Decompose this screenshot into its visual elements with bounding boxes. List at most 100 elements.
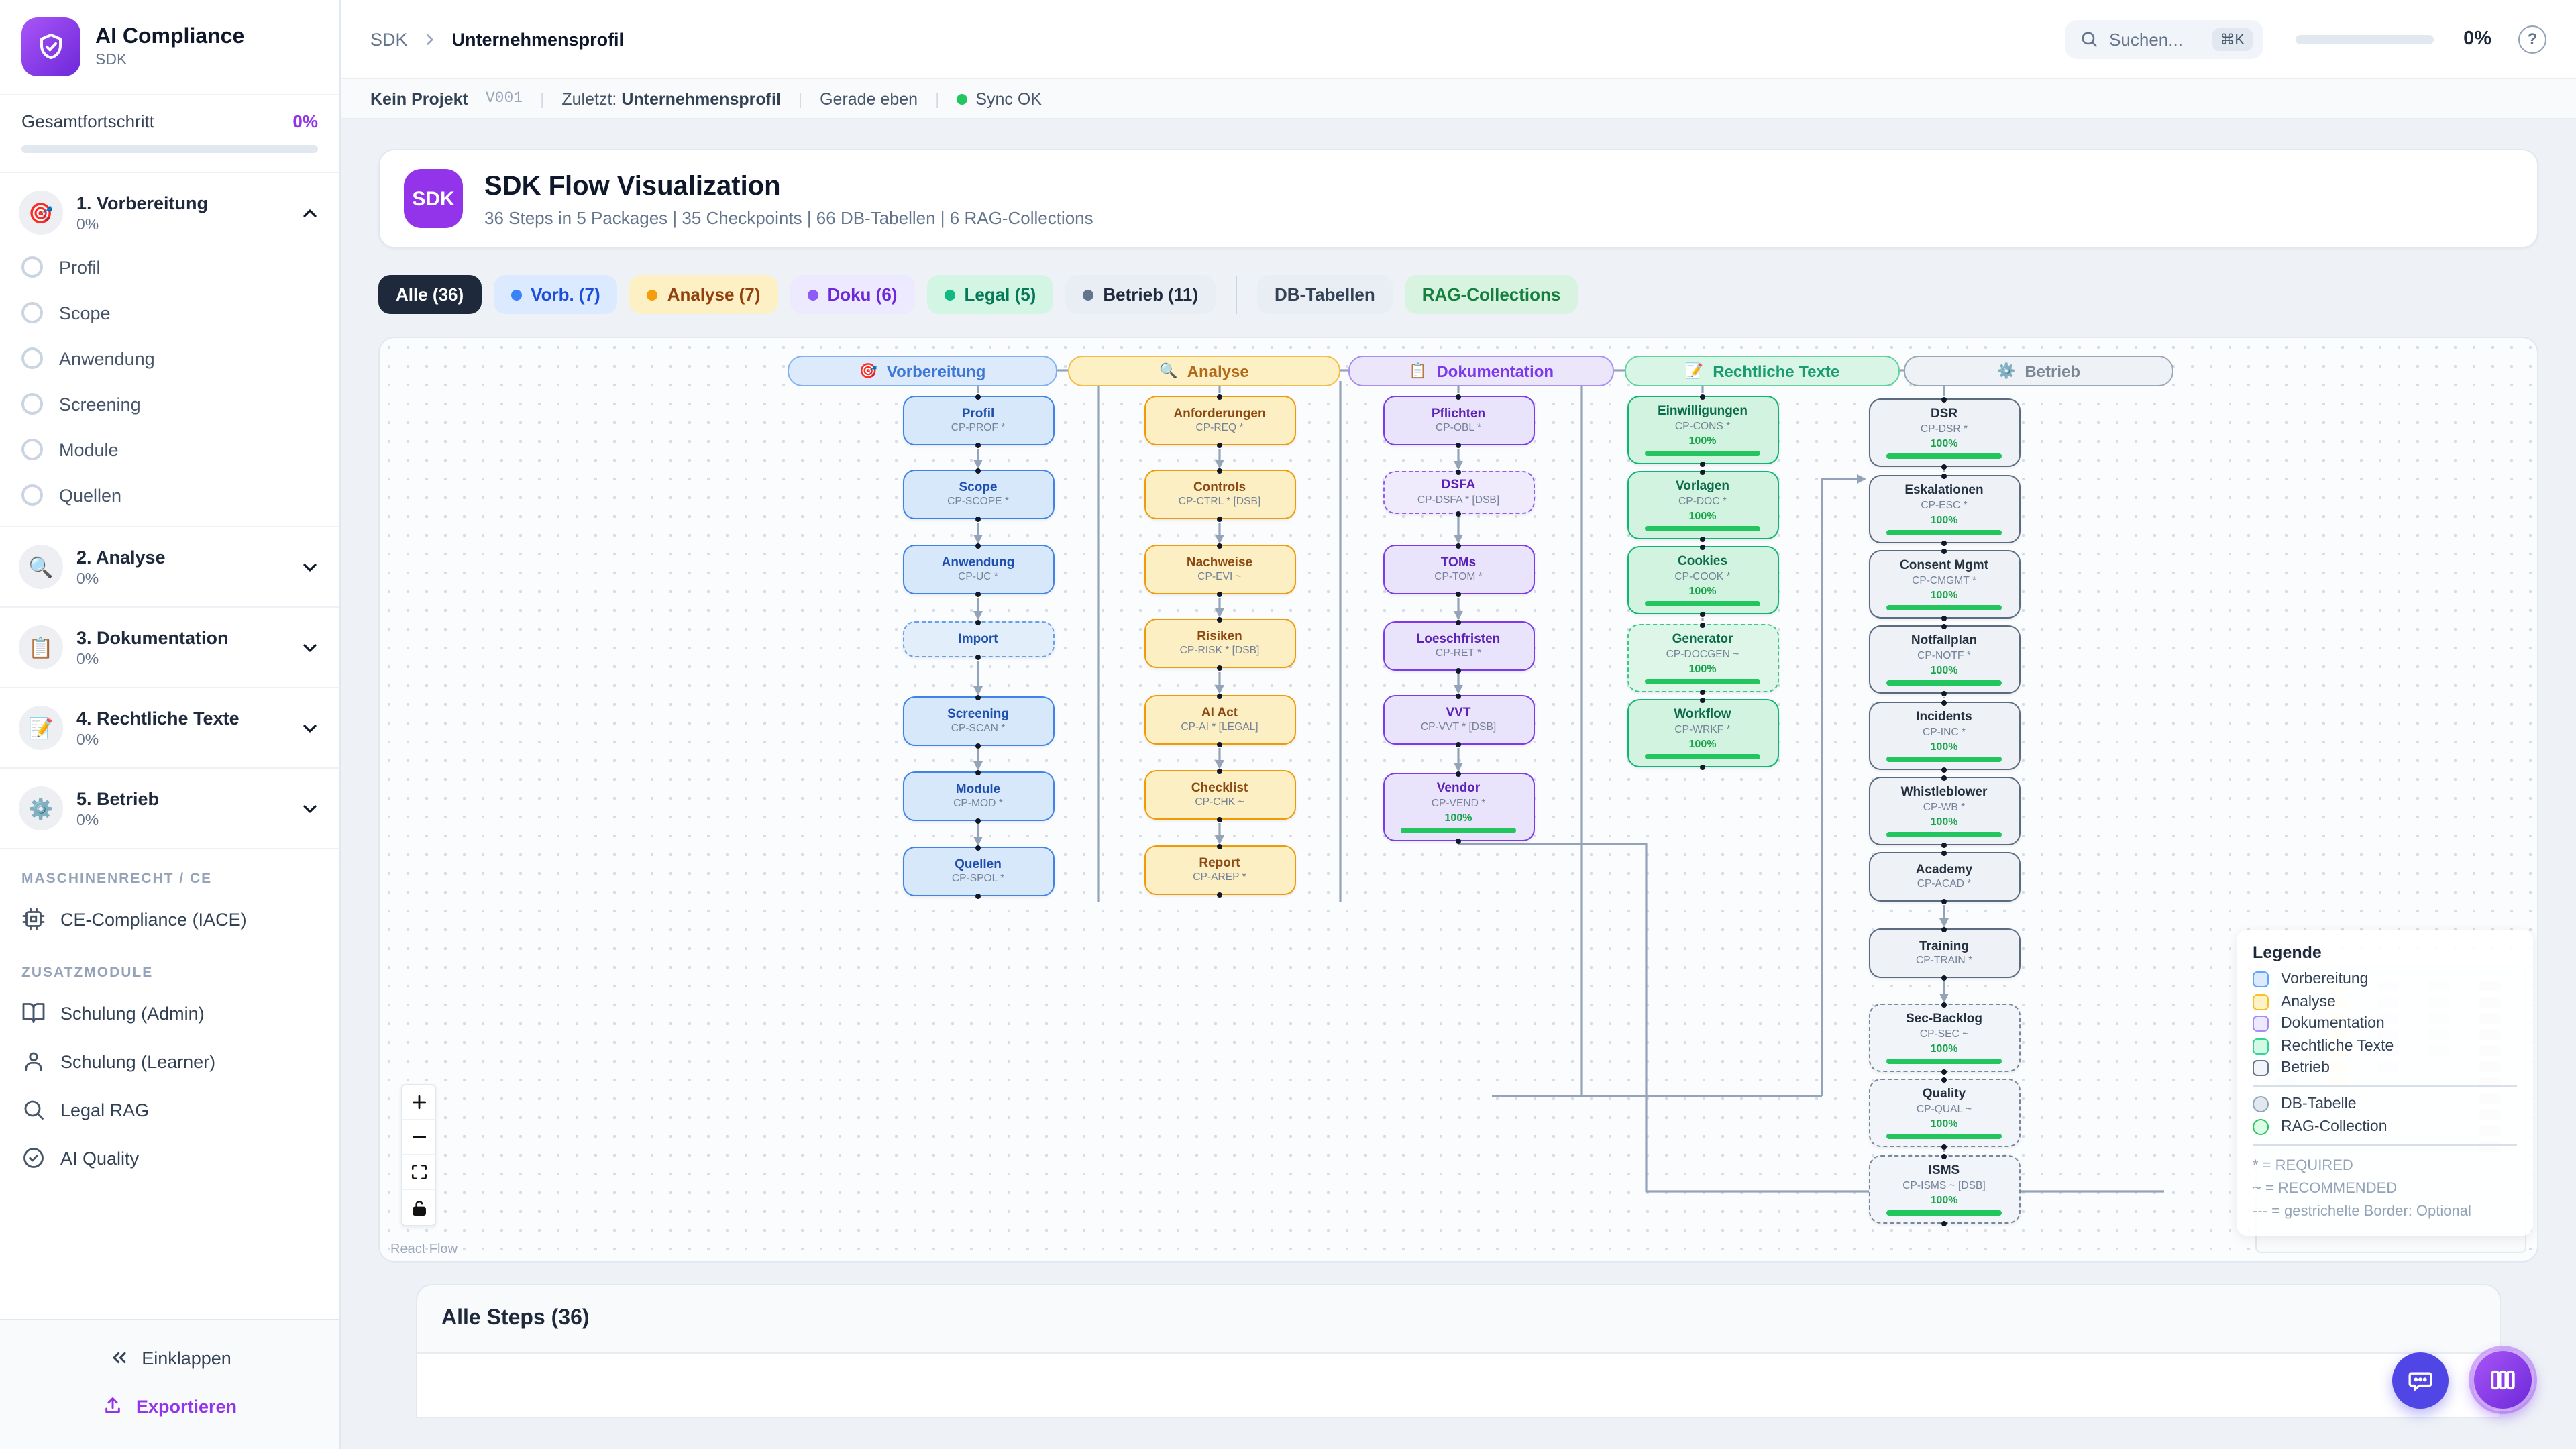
sidebar-item-schulung-admin[interactable]: Schulung (Admin)	[0, 989, 339, 1037]
header-progress-bar	[2296, 34, 2434, 44]
flow-node-report[interactable]: Report CP-AREP *	[1144, 843, 1295, 897]
legend-swatch-dokumentation	[2253, 1016, 2269, 1032]
sidebar-item-label: CE-Compliance (IACE)	[60, 909, 247, 929]
section-header-vorbereitung[interactable]: 🎯 1. Vorbereitung 0%	[0, 181, 339, 244]
flow-node-vorlagen[interactable]: Vorlagen CP-DOC * 100%	[1627, 469, 1778, 541]
filter-betrieb[interactable]: Betrieb (11)	[1065, 275, 1216, 314]
chevron-down-icon[interactable]	[299, 717, 321, 739]
clipboard-icon: 📋	[19, 625, 63, 669]
flow-node-incidents[interactable]: Incidents CP-INC * 100%	[1868, 700, 2020, 772]
sidebar-item-ai-quality[interactable]: AI Quality	[0, 1134, 339, 1182]
column-title: Betrieb	[2025, 362, 2081, 380]
flow-node-academy[interactable]: Academy CP-ACAD *	[1868, 850, 2020, 904]
sidebar-item-scope[interactable]: Scope	[0, 290, 339, 335]
section-header-rechtliche-texte[interactable]: 📝 4. Rechtliche Texte 0%	[0, 696, 339, 759]
flow-node-vendor[interactable]: Vendor CP-VEND * 100%	[1383, 771, 1534, 843]
flow-node-pflichten[interactable]: Pflichten CP-OBL *	[1383, 394, 1534, 447]
chevron-up-icon[interactable]	[299, 202, 321, 223]
chevron-down-icon[interactable]	[299, 637, 321, 658]
chat-fab-button[interactable]	[2392, 1352, 2449, 1409]
sidebar-item-module[interactable]: Module	[0, 427, 339, 472]
flow-column-header-doku[interactable]: 📋 Dokumentation	[1348, 356, 1614, 386]
flow-node-vvt[interactable]: VVT CP-VVT * [DSB]	[1383, 693, 1534, 747]
filter-db-tabellen[interactable]: DB-Tabellen	[1257, 275, 1393, 314]
lock-toggle-button[interactable]	[402, 1190, 435, 1225]
breadcrumb-root[interactable]: SDK	[370, 29, 408, 49]
betrieb-column-icon: ⚙️	[1996, 364, 2016, 380]
section-header-dokumentation[interactable]: 📋 3. Dokumentation 0%	[0, 616, 339, 679]
flow-node-quellen[interactable]: Quellen CP-SPOL *	[902, 845, 1054, 898]
search-icon	[2082, 32, 2097, 47]
flow-node-einwilligungen[interactable]: Einwilligungen CP-CONS * 100%	[1627, 394, 1778, 466]
flow-node-ai-act[interactable]: AI Act CP-AI * [LEGAL]	[1144, 693, 1295, 747]
sidebar-item-profil[interactable]: Profil	[0, 244, 339, 290]
filter-alle[interactable]: Alle (36)	[378, 275, 482, 314]
export-button[interactable]: Exportieren	[0, 1382, 339, 1430]
filter-doku[interactable]: Doku (6)	[790, 275, 915, 314]
filter-analyse[interactable]: Analyse (7)	[629, 275, 778, 314]
flow-node-sec-backlog[interactable]: Sec-Backlog CP-SEC ~100%	[1868, 1002, 2020, 1074]
chevron-down-icon[interactable]	[299, 556, 321, 578]
flow-node-workflow[interactable]: Workflow CP-WRKF * 100%	[1627, 697, 1778, 769]
flow-node-whistleblower[interactable]: Whistleblower CP-WB * 100%	[1868, 775, 2020, 847]
reactflow-attribution[interactable]: React Flow	[390, 1242, 458, 1257]
search-input[interactable]: Suchen... ⌘K	[2065, 19, 2264, 58]
overall-progress-value: 0%	[292, 111, 318, 131]
help-button[interactable]: ?	[2518, 25, 2546, 53]
flow-node-loeschfristen[interactable]: Loeschfristen CP-RET *	[1383, 619, 1534, 673]
sidebar-item-schulung-learner[interactable]: Schulung (Learner)	[0, 1037, 339, 1085]
section-title: 5. Betrieb	[76, 789, 160, 809]
sidebar-item-anwendung[interactable]: Anwendung	[0, 335, 339, 381]
flow-column-header-betrieb[interactable]: ⚙️ Betrieb	[1904, 356, 2174, 386]
zoom-in-button[interactable]	[402, 1085, 435, 1120]
flow-node-anforderungen[interactable]: Anforderungen CP-REQ *	[1144, 394, 1295, 447]
flow-node-import[interactable]: Import	[902, 619, 1054, 659]
flow-column-header-legal[interactable]: 📝 Rechtliche Texte	[1625, 356, 1900, 386]
flow-node-anwendung[interactable]: Anwendung CP-UC *	[902, 543, 1054, 596]
flow-node-risiken[interactable]: Risiken CP-RISK * [DSB]	[1144, 616, 1295, 670]
steps-panel: Alle Steps (36)	[416, 1284, 2501, 1418]
section-rechtliche-texte: 📝 4. Rechtliche Texte 0%	[0, 688, 339, 769]
flow-column-header-vorb[interactable]: 🎯 Vorbereitung	[788, 356, 1057, 386]
flow-node-consent-mgmt[interactable]: Consent Mgmt CP-CMGMT * 100%	[1868, 548, 2020, 621]
section-title: 2. Analyse	[76, 547, 166, 568]
flow-node-quality[interactable]: Quality CP-QUAL ~100%	[1868, 1077, 2020, 1149]
flow-node-notfallplan[interactable]: Notfallplan CP-NOTF * 100%	[1868, 623, 2020, 696]
flow-node-screening[interactable]: Screening CP-SCAN *	[902, 694, 1054, 748]
sidebar-item-legal-rag[interactable]: Legal RAG	[0, 1085, 339, 1134]
check-circle-icon	[23, 1148, 44, 1168]
flow-node-isms[interactable]: ISMS CP-ISMS ~ [DSB] 100%	[1868, 1153, 2020, 1226]
filter-vorbereitung[interactable]: Vorb. (7)	[493, 275, 618, 314]
flow-node-scope[interactable]: Scope CP-SCOPE *	[902, 468, 1054, 521]
flow-node-cookies[interactable]: Cookies CP-COOK * 100%	[1627, 544, 1778, 616]
flow-node-controls[interactable]: Controls CP-CTRL * [DSB]	[1144, 468, 1295, 521]
book-icon	[22, 1003, 45, 1023]
flow-node-checklist[interactable]: Checklist CP-CHK ~	[1144, 768, 1295, 822]
flow-node-nachweise[interactable]: Nachweise CP-EVI ~	[1144, 543, 1295, 596]
fit-view-button[interactable]	[402, 1155, 435, 1190]
section-percent: 0%	[76, 572, 99, 588]
filter-rag-collections[interactable]: RAG-Collections	[1404, 275, 1578, 314]
flow-node-eskalationen[interactable]: Eskalationen CP-ESC * 100%	[1868, 473, 2020, 545]
board-view-fab-button[interactable]	[2471, 1348, 2534, 1411]
flow-node-profil[interactable]: Profil CP-PROF *	[902, 394, 1054, 447]
collapse-sidebar-button[interactable]: Einklappen	[0, 1334, 339, 1382]
flow-node-dsfa[interactable]: DSFA CP-DSFA * [DSB]	[1383, 469, 1534, 516]
flow-node-dsr[interactable]: DSR CP-DSR * 100%	[1868, 396, 2020, 469]
flow-node-toms[interactable]: TOMs CP-TOM *	[1383, 543, 1534, 596]
flow-column-header-analyse[interactable]: 🔍 Analyse	[1068, 356, 1340, 386]
steps-panel-row[interactable]	[417, 1352, 2500, 1417]
sidebar-item-ce-compliance[interactable]: CE-Compliance (IACE)	[0, 895, 339, 943]
flow-canvas[interactable]: 🎯 Vorbereitung Profil CP-PROF * Scope CP-SCOP…	[378, 337, 2538, 1263]
flow-node-training[interactable]: Training CP-TRAIN *	[1868, 926, 2020, 980]
flow-node-generator[interactable]: Generator CP-DOCGEN ~100%	[1627, 622, 1778, 694]
chevron-down-icon[interactable]	[299, 798, 321, 819]
sidebar-item-screening[interactable]: Screening	[0, 381, 339, 427]
filter-legal[interactable]: Legal (5)	[926, 275, 1054, 314]
zoom-out-button[interactable]	[402, 1120, 435, 1155]
section-header-betrieb[interactable]: ⚙️ 5. Betrieb 0%	[0, 777, 339, 840]
section-header-analyse[interactable]: 🔍 2. Analyse 0%	[0, 535, 339, 598]
flow-node-module[interactable]: Module CP-MOD *	[902, 769, 1054, 823]
sidebar-item-quellen[interactable]: Quellen	[0, 472, 339, 518]
